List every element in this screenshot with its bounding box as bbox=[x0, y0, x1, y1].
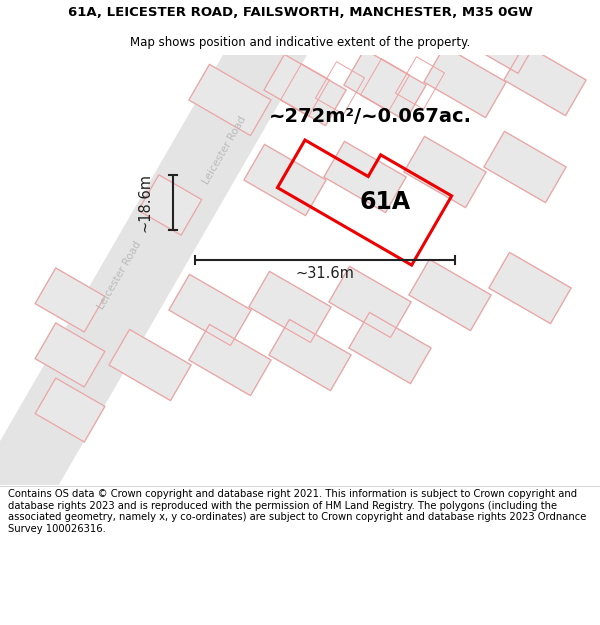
Polygon shape bbox=[503, 44, 587, 116]
Polygon shape bbox=[35, 378, 106, 442]
Polygon shape bbox=[323, 141, 407, 213]
Text: Leicester Road: Leicester Road bbox=[97, 239, 143, 311]
Polygon shape bbox=[169, 274, 251, 346]
Polygon shape bbox=[248, 271, 332, 343]
Polygon shape bbox=[0, 0, 431, 533]
Polygon shape bbox=[403, 136, 487, 208]
Polygon shape bbox=[424, 46, 506, 118]
Polygon shape bbox=[35, 322, 106, 388]
Polygon shape bbox=[244, 144, 326, 216]
Polygon shape bbox=[263, 54, 347, 126]
Polygon shape bbox=[0, 0, 336, 625]
Text: ~272m²/~0.067ac.: ~272m²/~0.067ac. bbox=[269, 107, 472, 126]
Text: Contains OS data © Crown copyright and database right 2021. This information is : Contains OS data © Crown copyright and d… bbox=[8, 489, 586, 534]
Text: ~18.6m: ~18.6m bbox=[137, 173, 152, 232]
Text: 61A: 61A bbox=[359, 190, 410, 214]
Text: Map shows position and indicative extent of the property.: Map shows position and indicative extent… bbox=[130, 36, 470, 49]
Polygon shape bbox=[484, 131, 566, 203]
Polygon shape bbox=[35, 268, 106, 332]
Polygon shape bbox=[343, 49, 427, 121]
Polygon shape bbox=[349, 312, 431, 384]
Polygon shape bbox=[188, 64, 272, 136]
Text: ~31.6m: ~31.6m bbox=[296, 266, 355, 281]
Polygon shape bbox=[188, 324, 272, 396]
Polygon shape bbox=[488, 252, 572, 324]
Polygon shape bbox=[137, 174, 202, 236]
Polygon shape bbox=[328, 266, 412, 338]
Polygon shape bbox=[268, 319, 352, 391]
Polygon shape bbox=[481, 16, 539, 74]
Polygon shape bbox=[409, 259, 491, 331]
Polygon shape bbox=[109, 329, 191, 401]
Text: Leicester Road: Leicester Road bbox=[202, 114, 248, 186]
Text: 61A, LEICESTER ROAD, FAILSWORTH, MANCHESTER, M35 0GW: 61A, LEICESTER ROAD, FAILSWORTH, MANCHES… bbox=[68, 6, 532, 19]
